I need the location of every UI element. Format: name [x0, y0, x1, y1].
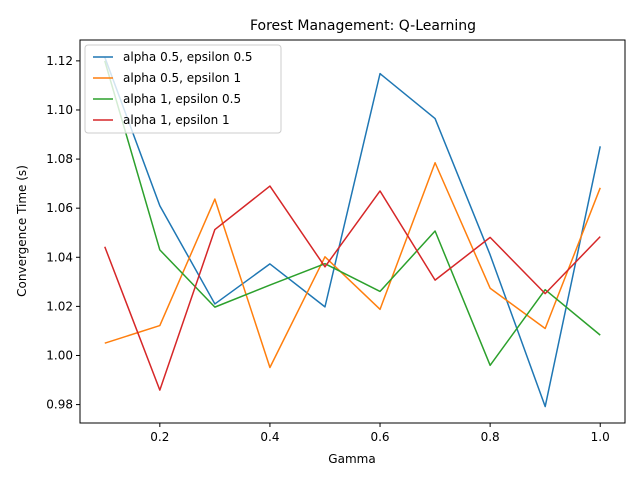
plot-frame [79, 39, 626, 424]
legend-label: alpha 1, epsilon 0.5 [123, 92, 241, 106]
y-tick-label: 1.10 [46, 103, 73, 117]
x-tick-label: 0.2 [150, 430, 169, 444]
legend-label: alpha 0.5, epsilon 0.5 [123, 50, 253, 64]
legend: alpha 0.5, epsilon 0.5 alpha 0.5, epsilon… [84, 44, 282, 134]
x-axis-label: Gamma [328, 452, 375, 466]
chart-title: Forest Management: Q-Learning [250, 18, 476, 34]
legend-label: alpha 0.5, epsilon 1 [123, 71, 241, 85]
axis-ticks: 0.2 0.4 0.6 0.8 1.0 0.98 1.00 1.02 1.04 1.06 1.08 1… [46, 54, 609, 444]
x-tick-label: 0.6 [370, 430, 389, 444]
y-tick-label: 1.12 [46, 54, 73, 68]
y-tick-label: 1.06 [46, 201, 73, 215]
series-line-3 [104, 60, 601, 367]
y-tick-label: 1.04 [46, 250, 73, 264]
x-tick-label: 1.0 [591, 430, 610, 444]
series-line-1 [104, 56, 601, 408]
y-tick-label: 0.98 [46, 398, 73, 412]
x-tick-label: 0.8 [481, 430, 500, 444]
legend-box [84, 44, 282, 134]
y-tick-label: 1.02 [46, 299, 73, 313]
series-line-2 [104, 162, 601, 369]
legend-label: alpha 1, epsilon 1 [123, 113, 230, 127]
y-tick-label: 1.00 [46, 348, 73, 362]
y-tick-label: 1.08 [46, 152, 73, 166]
x-tick-label: 0.4 [260, 430, 279, 444]
plot-lines [104, 56, 601, 408]
y-axis-label: Convergence Time (s) [15, 165, 29, 297]
series-line-4 [104, 185, 601, 391]
